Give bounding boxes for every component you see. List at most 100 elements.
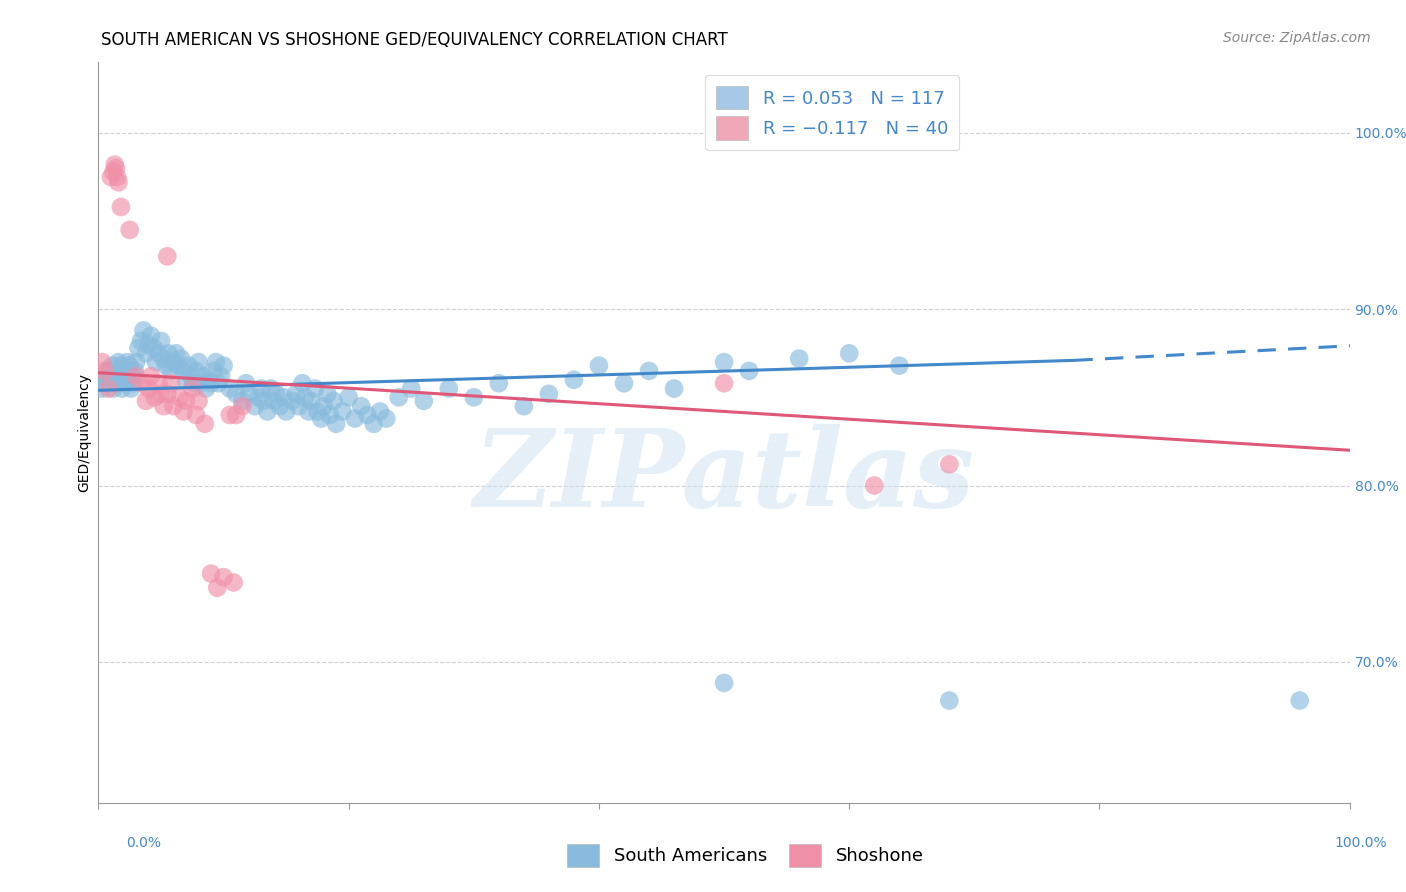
Point xyxy=(207,376,229,391)
Point xyxy=(110,359,132,373)
Point xyxy=(562,373,585,387)
Point xyxy=(194,417,217,431)
Point xyxy=(124,364,146,378)
Y-axis label: GED/Equivalency: GED/Equivalency xyxy=(77,373,91,492)
Point xyxy=(291,376,314,391)
Point xyxy=(274,404,298,418)
Point xyxy=(264,387,287,401)
Point xyxy=(111,382,134,396)
Point xyxy=(174,373,197,387)
Point xyxy=(200,566,222,581)
Point xyxy=(243,399,266,413)
Point xyxy=(156,249,179,263)
Point xyxy=(103,382,125,396)
Point xyxy=(157,346,180,360)
Point xyxy=(167,359,190,373)
Point xyxy=(107,175,129,189)
Point xyxy=(104,373,127,387)
Point xyxy=(139,328,162,343)
Point xyxy=(256,404,278,418)
Point xyxy=(138,337,160,351)
Point xyxy=(183,376,205,391)
Point xyxy=(103,165,125,179)
Point xyxy=(513,399,536,413)
Point xyxy=(713,355,735,369)
Text: Source: ZipAtlas.com: Source: ZipAtlas.com xyxy=(1223,31,1371,45)
Point xyxy=(588,359,610,373)
Point xyxy=(150,387,173,401)
Point xyxy=(287,399,309,413)
Point xyxy=(115,355,138,369)
Point xyxy=(170,351,193,366)
Point xyxy=(304,382,326,396)
Point xyxy=(322,393,344,408)
Point xyxy=(118,359,141,373)
Point xyxy=(142,341,165,355)
Point xyxy=(207,581,229,595)
Point xyxy=(437,382,460,396)
Point xyxy=(139,369,162,384)
Point xyxy=(299,393,322,408)
Point xyxy=(187,393,209,408)
Point xyxy=(889,359,911,373)
Point xyxy=(388,390,411,404)
Point xyxy=(205,355,228,369)
Point xyxy=(212,359,235,373)
Point xyxy=(260,382,283,396)
Point xyxy=(180,369,202,384)
Text: 100.0%: 100.0% xyxy=(1334,836,1388,850)
Point xyxy=(195,382,218,396)
Point xyxy=(332,404,354,418)
Point xyxy=(537,387,560,401)
Point xyxy=(117,369,139,384)
Point xyxy=(152,399,174,413)
Point xyxy=(145,355,167,369)
Point xyxy=(247,390,270,404)
Point xyxy=(356,408,378,422)
Point xyxy=(319,408,342,422)
Point xyxy=(222,575,245,590)
Point xyxy=(173,404,195,418)
Point xyxy=(263,393,285,408)
Point xyxy=(165,346,187,360)
Point xyxy=(104,376,127,391)
Point xyxy=(148,376,170,391)
Point xyxy=(131,376,153,391)
Point xyxy=(298,404,321,418)
Point xyxy=(177,359,200,373)
Point xyxy=(100,369,122,384)
Point xyxy=(148,346,170,360)
Point xyxy=(105,364,128,378)
Point xyxy=(235,376,257,391)
Point xyxy=(93,364,115,378)
Point xyxy=(93,373,115,387)
Point xyxy=(309,411,332,425)
Point xyxy=(368,404,391,418)
Point xyxy=(96,369,118,384)
Point xyxy=(231,399,253,413)
Point xyxy=(285,387,308,401)
Point xyxy=(838,346,860,360)
Point xyxy=(250,382,273,396)
Point xyxy=(98,376,121,391)
Point xyxy=(150,334,173,348)
Point xyxy=(110,200,132,214)
Point xyxy=(307,404,329,418)
Point xyxy=(200,376,222,391)
Point xyxy=(325,417,347,431)
Point xyxy=(114,364,136,378)
Point xyxy=(225,387,247,401)
Point xyxy=(863,478,886,492)
Point xyxy=(174,393,197,408)
Point xyxy=(212,570,235,584)
Point xyxy=(118,223,141,237)
Point xyxy=(218,408,240,422)
Point xyxy=(231,393,253,408)
Point xyxy=(190,376,212,391)
Point xyxy=(713,676,735,690)
Point xyxy=(273,390,295,404)
Point xyxy=(463,390,485,404)
Point xyxy=(787,351,810,366)
Point xyxy=(401,382,423,396)
Point xyxy=(193,369,215,384)
